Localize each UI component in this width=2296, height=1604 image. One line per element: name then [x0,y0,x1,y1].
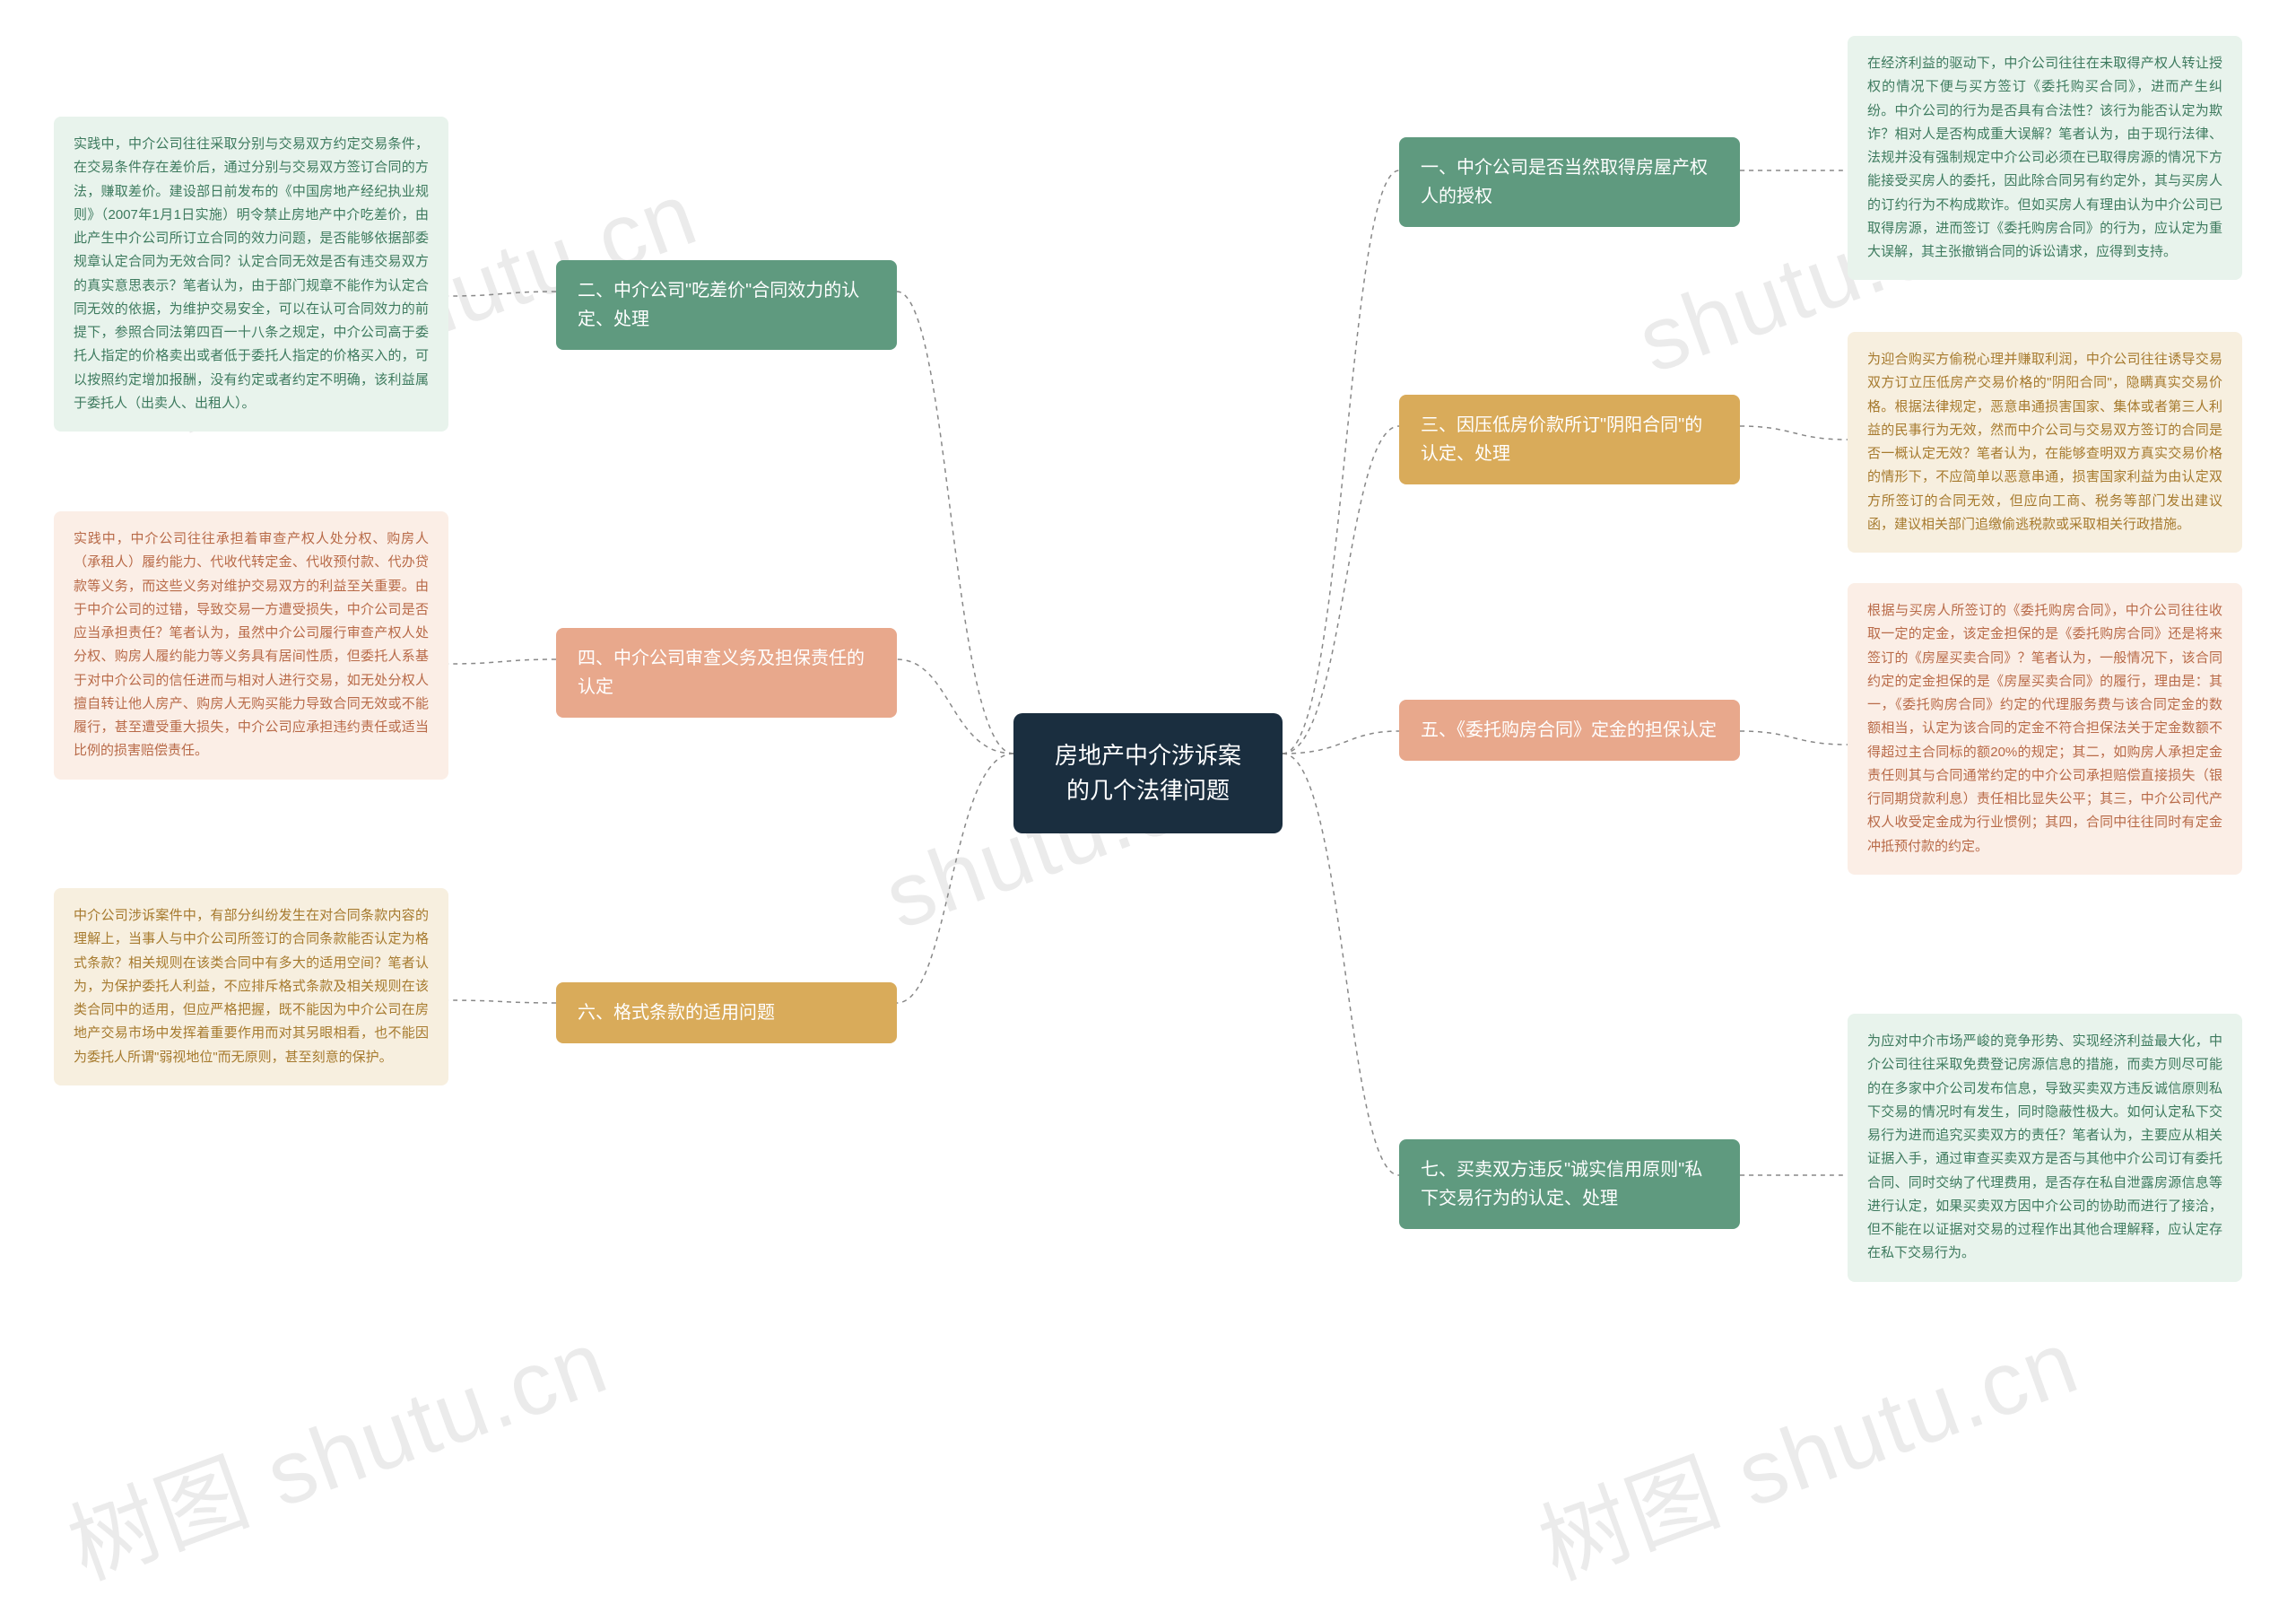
center-node: 房地产中介涉诉案的几个法律问题 [1013,713,1283,833]
branch-3-desc: 为迎合购买方偷税心理并赚取利润，中介公司往往诱导交易双方订立压低房产交易价格的"… [1848,332,2242,553]
branch-7-desc: 为应对中介市场严峻的竞争形势、实现经济利益最大化，中介公司往往采取免费登记房源信… [1848,1014,2242,1282]
branch-5: 五、《委托购房合同》定金的担保认定 [1399,700,1740,761]
branch-4-desc: 实践中，中介公司往往承担着审查产权人处分权、购房人（承租人）履约能力、代收代转定… [54,511,448,780]
branch-6: 六、格式条款的适用问题 [556,982,897,1043]
branch-1: 一、中介公司是否当然取得房屋产权人的授权 [1399,137,1740,227]
branch-3: 三、因压低房价款所订"阴阳合同"的认定、处理 [1399,395,1740,484]
branch-7: 七、买卖双方违反"诚实信用原则"私下交易行为的认定、处理 [1399,1139,1740,1229]
branch-2-desc: 实践中，中介公司往往采取分别与交易双方约定交易条件，在交易条件存在差价后，通过分… [54,117,448,432]
branch-2: 二、中介公司"吃差价"合同效力的认定、处理 [556,260,897,350]
branch-1-desc: 在经济利益的驱动下，中介公司往往在未取得产权人转让授权的情况下便与买方签订《委托… [1848,36,2242,280]
watermark: 树图 shutu.cn [1519,1289,2093,1604]
branch-4: 四、中介公司审查义务及担保责任的认定 [556,628,897,718]
branch-6-desc: 中介公司涉诉案件中，有部分纠纷发生在对合同条款内容的理解上，当事人与中介公司所签… [54,888,448,1085]
branch-5-desc: 根据与买房人所签订的《委托购房合同》，中介公司往往收取一定的定金，该定金担保的是… [1848,583,2242,875]
watermark: 树图 shutu.cn [48,1289,622,1604]
